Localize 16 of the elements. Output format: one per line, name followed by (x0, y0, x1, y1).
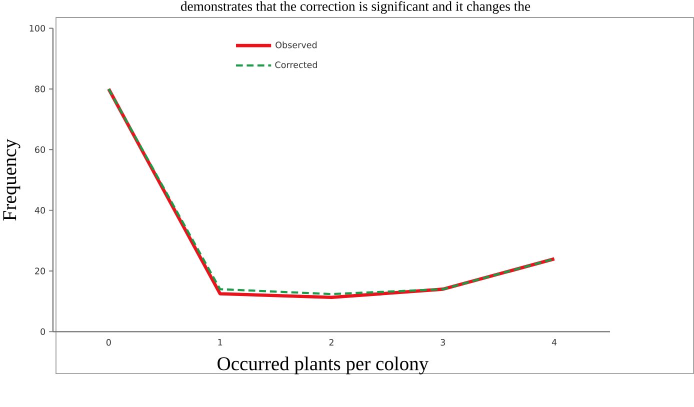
y-tick-label: 40 (34, 207, 46, 214)
x-tick-label: 4 (552, 339, 557, 346)
y-tick-label: 60 (35, 146, 46, 154)
text: demonstrates that the correction is significant and it changes the (180, 1, 530, 14)
y-tick-label: 80 (35, 86, 46, 92)
x-tick-label: 2 (329, 339, 334, 346)
y-tick-label: 100 (30, 25, 46, 32)
x-tick-label: 3 (440, 339, 445, 346)
y-axis-title: Frequency (3, 138, 20, 221)
legend-label: Observed (276, 42, 317, 48)
y-tick-label: 0 (40, 328, 46, 336)
legend-label: Corrected (275, 61, 317, 68)
x-axis-title: Occurred plants per colony (218, 356, 429, 374)
x-tick-label: 0 (106, 339, 111, 346)
y-tick-label: 20 (35, 268, 46, 274)
x-tick-label: 1 (218, 339, 222, 346)
